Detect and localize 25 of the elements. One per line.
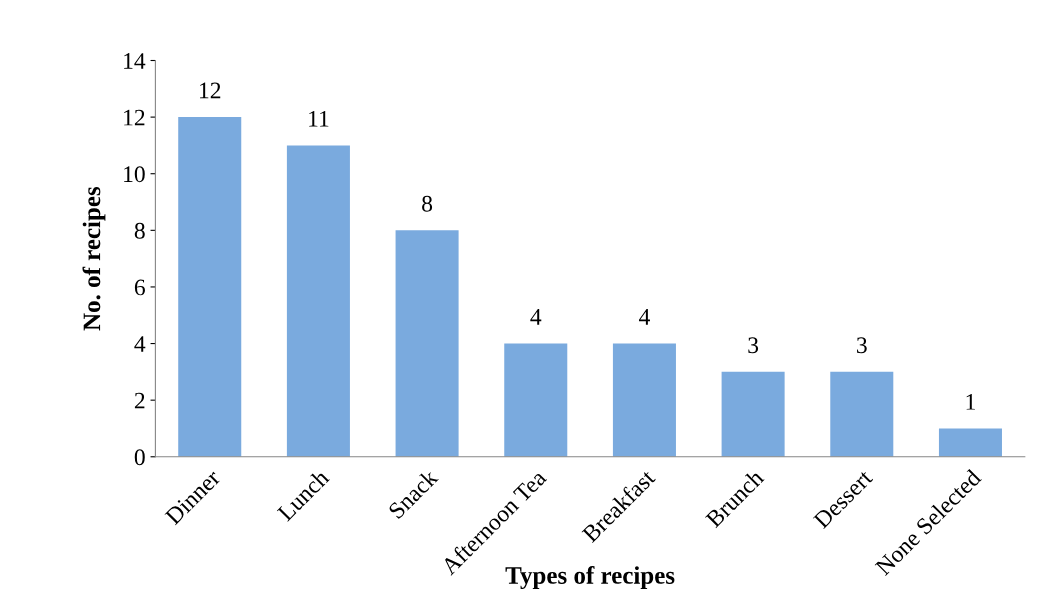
y-tick-label: 14	[124, 53, 146, 69]
y-tick-label: 2	[134, 392, 145, 409]
y-tick-label: 4	[134, 336, 146, 352]
data-label: 4	[639, 309, 650, 325]
y-axis-title: No. of recipes	[82, 186, 106, 331]
data-label: 1	[966, 393, 975, 410]
data-label: 3	[748, 337, 759, 354]
data-label: 11	[309, 110, 329, 127]
bar	[938, 428, 1002, 457]
y-tick-label: 12	[124, 109, 145, 126]
bar	[395, 230, 459, 457]
bar	[830, 371, 894, 457]
data-label: 3	[857, 337, 867, 354]
data-label: 12	[200, 82, 221, 99]
y-tick-label: 10	[124, 166, 145, 183]
bar	[504, 343, 568, 457]
data-label: 8	[422, 195, 433, 212]
bar	[721, 371, 785, 457]
y-tick-label: 8	[134, 222, 145, 239]
y-tick-label: 0	[134, 449, 145, 466]
y-tick-label: 6	[134, 279, 145, 296]
data-label: 4	[530, 309, 542, 325]
bar	[612, 343, 676, 457]
bar	[286, 145, 350, 457]
bar	[178, 117, 242, 457]
